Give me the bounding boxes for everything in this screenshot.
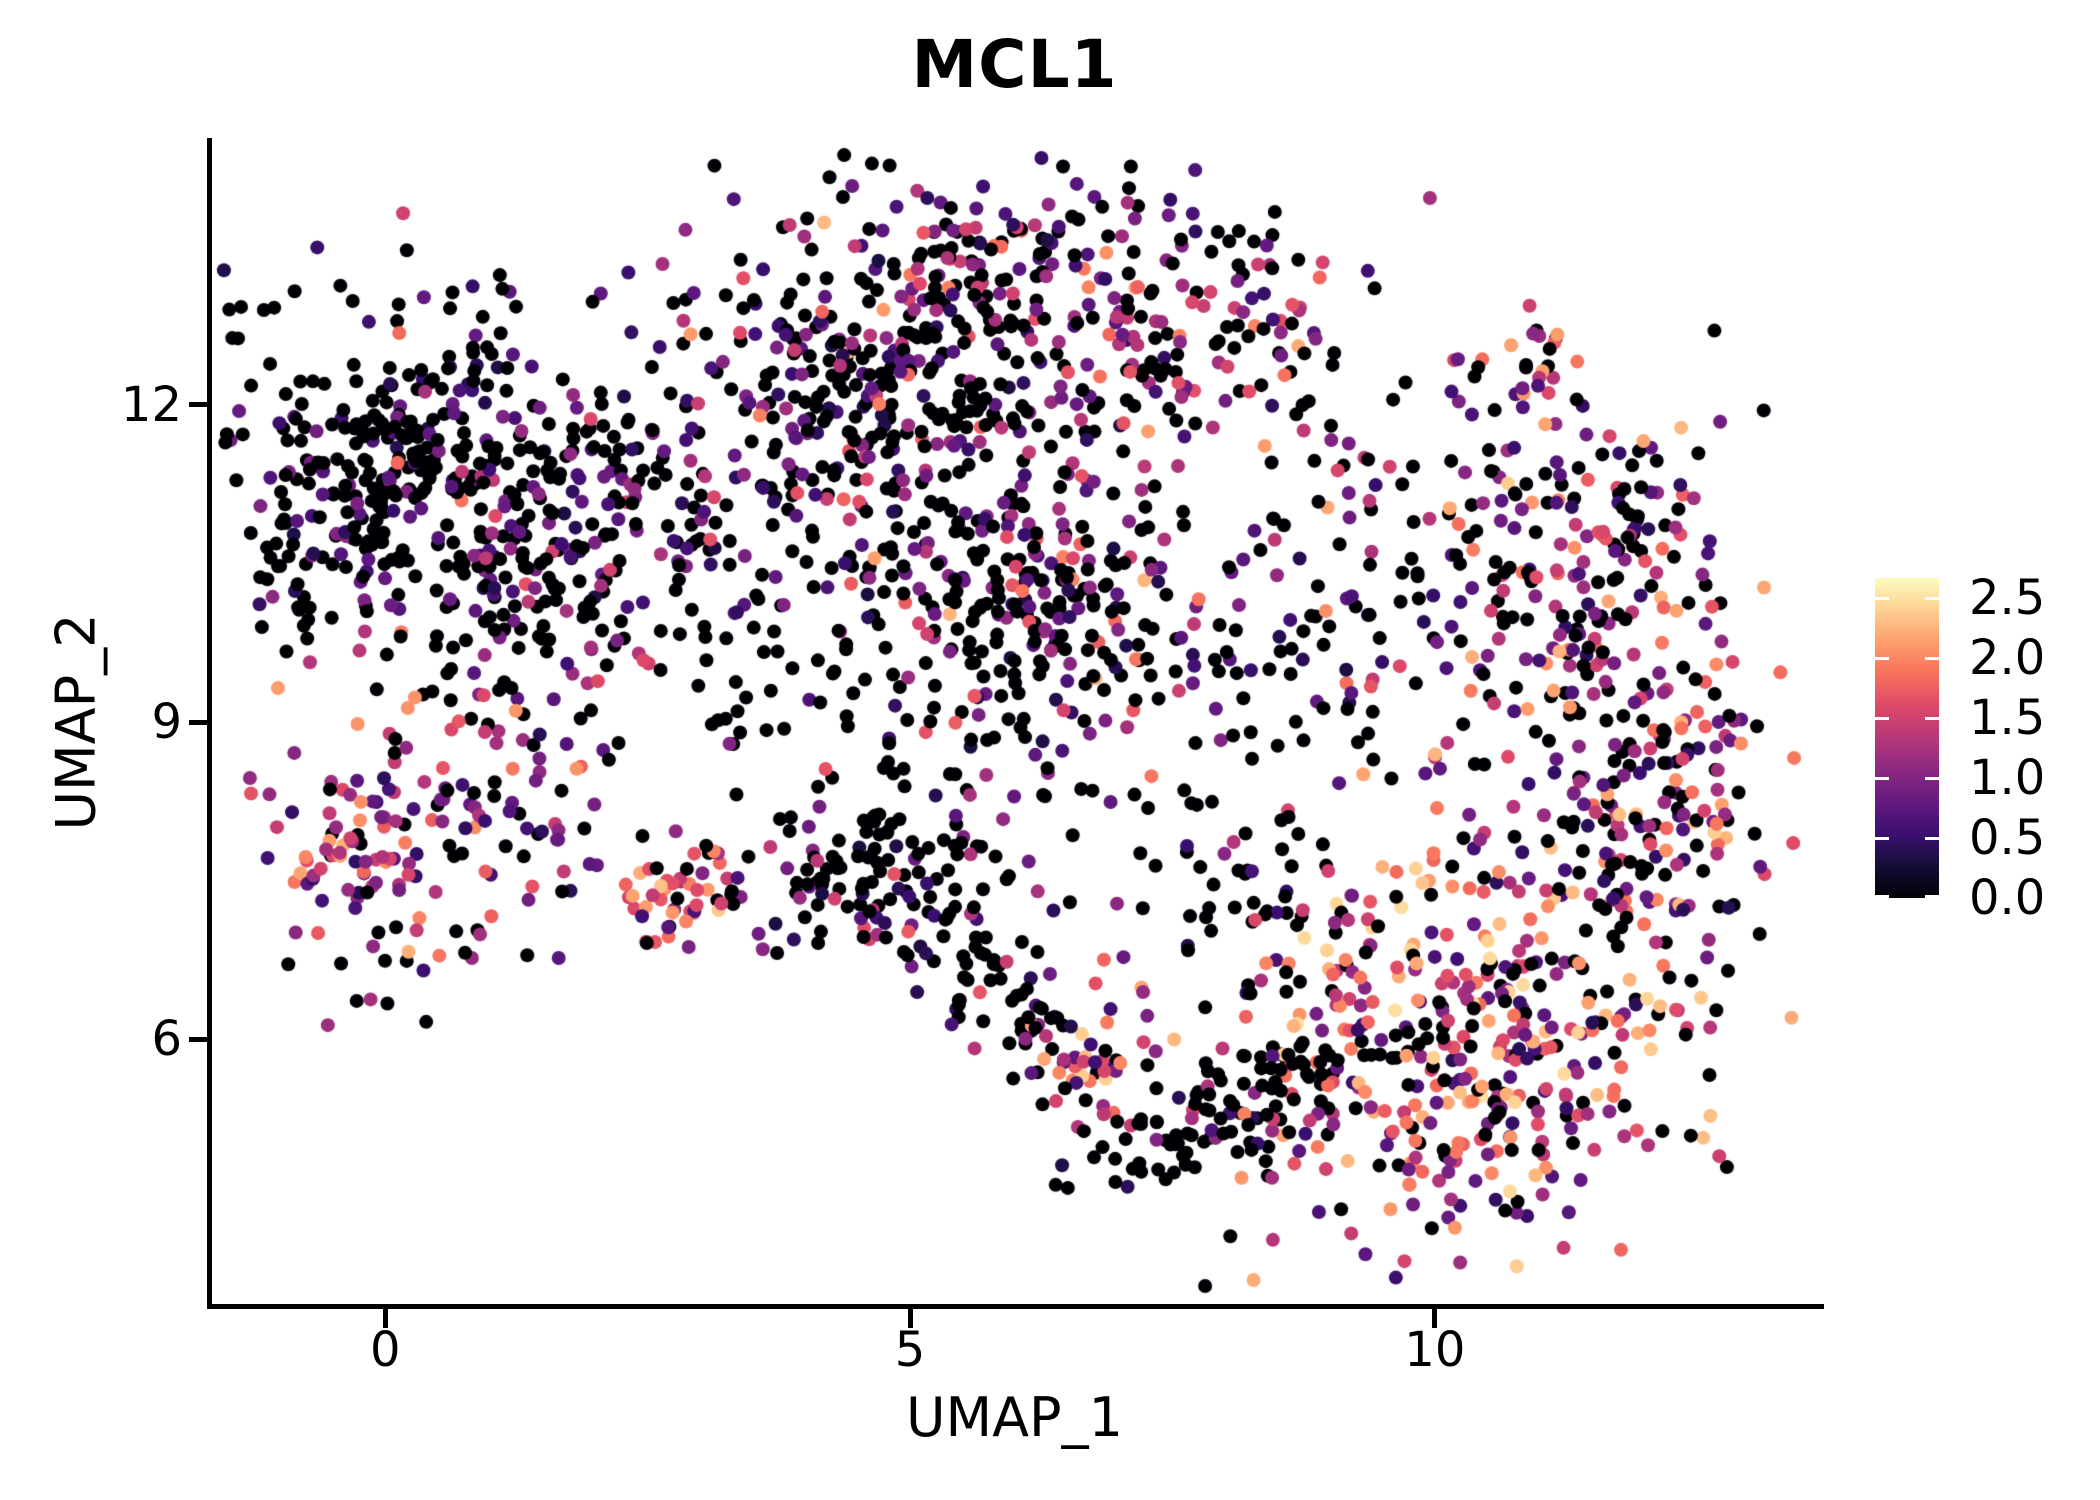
colorbar-tick	[1875, 596, 1889, 600]
x-tick	[907, 1309, 913, 1328]
colorbar-tick-label: 2.0	[1969, 630, 2046, 687]
x-tick	[382, 1309, 388, 1328]
x-tick-label: 10	[1404, 1322, 1466, 1378]
plot-title: MCL1	[911, 26, 1118, 103]
x-tick-label: 0	[369, 1322, 401, 1378]
y-tick	[189, 402, 208, 408]
y-tick-label: 6	[151, 1011, 182, 1068]
colorbar-tick	[1875, 895, 1889, 898]
colorbar-tick	[1875, 836, 1889, 840]
colorbar-tick-label: 1.5	[1969, 690, 2046, 747]
colorbar-tick	[1925, 656, 1939, 660]
y-tick	[189, 719, 208, 725]
colorbar-tick-label: 2.5	[1969, 570, 2046, 627]
y-tick-label: 9	[151, 694, 182, 750]
colorbar-tick	[1925, 776, 1939, 780]
colorbar	[1875, 578, 1939, 898]
y-axis-line	[207, 138, 212, 1309]
y-tick-label: 12	[120, 376, 182, 433]
colorbar-tick	[1925, 716, 1939, 720]
x-axis-line	[207, 1304, 1824, 1309]
colorbar-tick-label: 0.5	[1969, 810, 2046, 867]
colorbar-tick	[1875, 656, 1889, 660]
x-axis-label: UMAP_1	[906, 1386, 1123, 1449]
colorbar-tick	[1925, 596, 1939, 600]
y-axis-label: UMAP_2	[44, 613, 108, 831]
colorbar-tick-label: 0.0	[1969, 870, 2046, 926]
colorbar-tick-label: 1.0	[1969, 750, 2046, 807]
colorbar-gradient	[1875, 578, 1939, 898]
colorbar-tick	[1925, 895, 1939, 898]
colorbar-tick	[1925, 836, 1939, 840]
y-tick	[189, 1036, 208, 1042]
x-tick-label: 5	[894, 1322, 926, 1378]
x-tick	[1432, 1309, 1438, 1328]
colorbar-tick	[1875, 716, 1889, 720]
colorbar-tick	[1875, 776, 1889, 780]
